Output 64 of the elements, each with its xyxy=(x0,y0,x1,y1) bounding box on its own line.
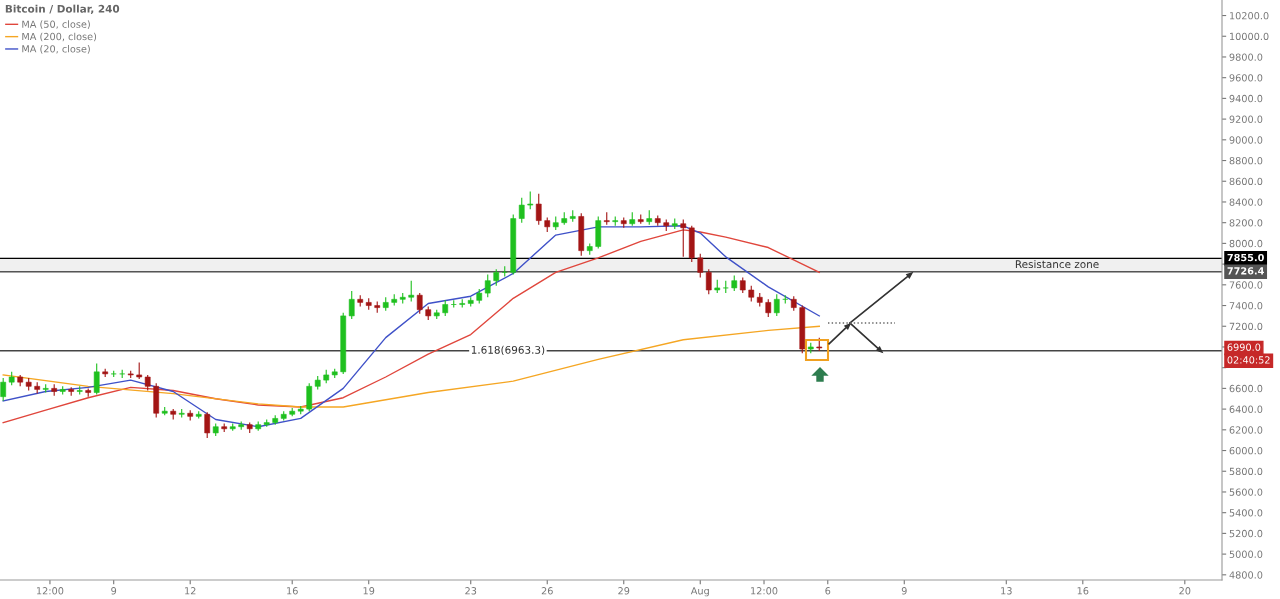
chart-title: Bitcoin / Dollar, 240 xyxy=(5,4,120,15)
y-tick-label: 7400.0 xyxy=(1229,302,1263,310)
candlestick xyxy=(697,253,704,279)
x-tick-label: 26 xyxy=(541,587,553,595)
x-tick-label: 12 xyxy=(185,587,196,595)
y-tick-label: 8400.0 xyxy=(1229,198,1263,206)
y-tick-label: 6400.0 xyxy=(1229,405,1263,413)
x-tick-label: 16 xyxy=(1077,587,1089,595)
y-tick-label: 5800.0 xyxy=(1229,467,1263,476)
x-tick-label: 23 xyxy=(465,587,477,595)
legend-label: MA (200, close) xyxy=(22,32,97,42)
x-tick-label: 16 xyxy=(287,587,298,595)
y-tick-label: 10000.0 xyxy=(1230,32,1269,41)
y-tick-label: 7600.0 xyxy=(1229,281,1263,289)
x-tick-label: 6 xyxy=(825,587,831,595)
y-tick-label: 8000.0 xyxy=(1229,239,1263,248)
candlestick xyxy=(705,268,712,295)
y-tick-label: 6600.0 xyxy=(1229,384,1263,393)
x-tick-label: 29 xyxy=(618,587,630,595)
candlestick xyxy=(535,193,542,226)
candlestick xyxy=(680,219,687,258)
y-tick-label: 5200.0 xyxy=(1229,529,1263,538)
x-tick-label: 9 xyxy=(111,587,117,595)
x-tick-label: 20 xyxy=(1179,587,1191,595)
y-tick-label: 8800.0 xyxy=(1229,157,1263,165)
text: 02:40:52 xyxy=(1227,356,1270,364)
candlestick xyxy=(348,290,355,320)
candlestick xyxy=(773,293,780,317)
candlestick xyxy=(0,377,7,402)
x-tick-label: 19 xyxy=(363,587,375,595)
x-tick-label: Aug xyxy=(690,587,709,597)
candlestick xyxy=(408,280,415,302)
candlestick xyxy=(484,273,491,298)
candlestick xyxy=(518,197,525,224)
y-tick-label: 6200.0 xyxy=(1229,426,1263,434)
x-tick-label: 12:00 xyxy=(37,587,64,595)
y-tick-label: 10200.0 xyxy=(1230,12,1269,20)
ref-line-label: 7855.0 xyxy=(1227,253,1264,262)
legend-label: MA (50, close) xyxy=(22,20,90,29)
y-tick-label: 9600.0 xyxy=(1229,74,1263,82)
candlestick xyxy=(416,292,423,315)
y-tick-label: 5600.0 xyxy=(1229,488,1263,496)
x-tick-label: 9 xyxy=(901,587,907,595)
x-tick-label: 12:00 xyxy=(751,587,778,595)
candlestick xyxy=(306,382,313,412)
y-tick-label: 5000.0 xyxy=(1229,550,1263,558)
x-tick-label: 13 xyxy=(1001,587,1012,595)
y-tick-label: 5400.0 xyxy=(1229,509,1263,517)
y-tick-label: 9800.0 xyxy=(1229,53,1263,61)
y-tick-label: 9400.0 xyxy=(1229,94,1263,103)
candlestick xyxy=(204,411,211,439)
annotation: 1.618(6963.3) xyxy=(471,345,545,356)
legend-label: MA (20, close) xyxy=(22,44,90,54)
y-tick-label: 9000.0 xyxy=(1229,136,1263,144)
y-tick-label: 8200.0 xyxy=(1229,219,1263,227)
y-tick-label: 7200.0 xyxy=(1229,322,1263,331)
annotation: 6990.0 xyxy=(1227,343,1261,351)
y-tick-label: 6000.0 xyxy=(1229,447,1263,455)
ref-line-label: 7726.4 xyxy=(1227,267,1264,275)
y-tick-label: 9200.0 xyxy=(1229,115,1263,123)
candlestick xyxy=(93,362,100,396)
y-tick-label: 8600.0 xyxy=(1229,177,1263,186)
band-label: Resistance zone xyxy=(1015,260,1099,269)
y-tick-label: 4800.0 xyxy=(1229,571,1263,579)
